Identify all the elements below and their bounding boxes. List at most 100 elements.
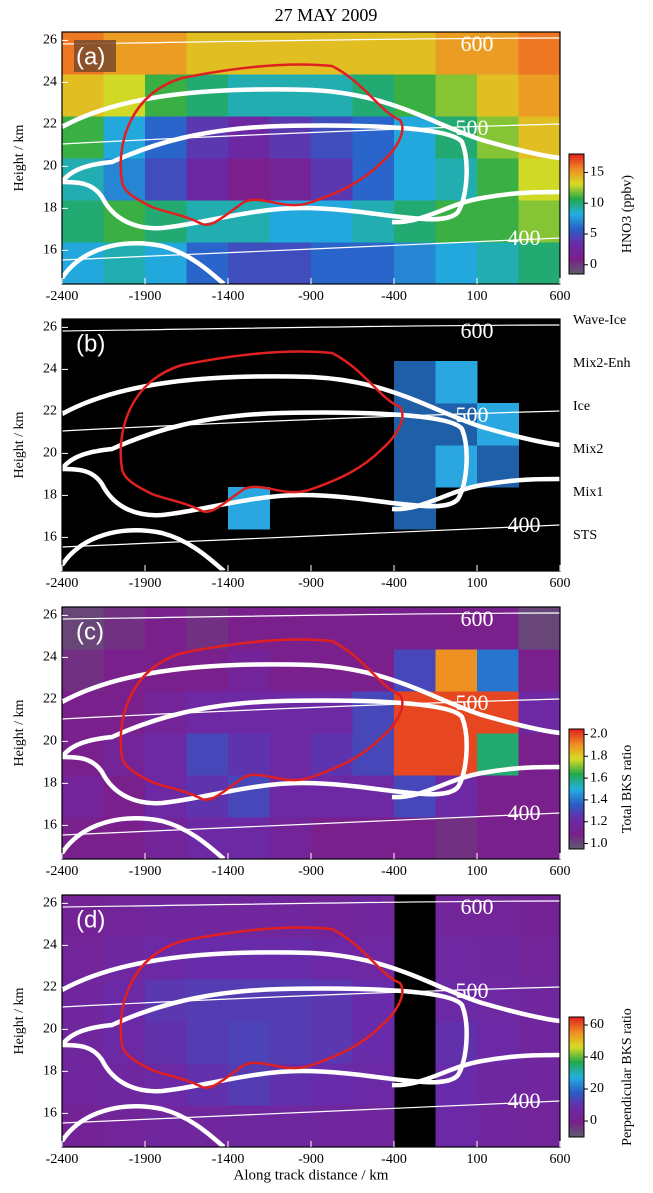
y-tick-label: 16	[43, 818, 57, 833]
contour-label: 600	[461, 606, 494, 631]
colorbar-step	[569, 198, 584, 201]
colorbar-step	[569, 731, 584, 734]
colorbar-frame	[568, 153, 585, 275]
colorbar-step	[569, 216, 584, 219]
x-tick-label: 100	[467, 864, 488, 879]
colorbar-step	[569, 839, 584, 842]
colorbar-step	[569, 254, 584, 257]
cell	[103, 937, 146, 980]
cell	[518, 1105, 560, 1147]
colorbar-step	[569, 1031, 584, 1034]
x-tick-label: -1400	[212, 1152, 245, 1167]
contour	[62, 123, 469, 231]
colorbar-step	[569, 785, 584, 788]
colorbar-step	[569, 160, 584, 163]
cell	[352, 691, 395, 734]
colorbar-step	[569, 268, 584, 271]
cell	[477, 937, 519, 980]
colorbar-step	[569, 1115, 584, 1118]
cell	[394, 733, 436, 776]
contour	[62, 1104, 226, 1147]
colorbar-step	[569, 1051, 584, 1054]
colorbar-step	[569, 751, 584, 754]
cell	[269, 32, 312, 75]
colorbar-step	[569, 743, 584, 746]
colorbar-tick-label: 60	[590, 1017, 604, 1032]
colorbar-step	[569, 797, 584, 800]
y-tick-label: 26	[43, 33, 57, 48]
cell	[435, 242, 478, 284]
y-tick-label: 20	[43, 734, 57, 749]
cell	[228, 649, 270, 692]
x-axis-label: Along track distance / km	[234, 1167, 389, 1183]
colorbar-step	[569, 803, 584, 806]
contour	[391, 764, 560, 800]
colorbar-step	[569, 1125, 584, 1128]
cell	[103, 242, 146, 284]
colorbar-step	[569, 222, 584, 225]
colorbar-step	[569, 178, 584, 181]
colorbar-step	[569, 815, 584, 818]
colorbar-step	[569, 801, 584, 804]
colorbar-step	[569, 813, 584, 816]
cell	[518, 32, 560, 75]
cell	[352, 1105, 395, 1147]
colorbar-step	[569, 1063, 584, 1066]
colorbar-step	[569, 1069, 584, 1072]
colorbar-step	[569, 1107, 584, 1110]
colorbar-step	[569, 1055, 584, 1058]
vortex-edge	[119, 63, 404, 227]
y-tick-label: 26	[43, 320, 57, 335]
isentrope	[62, 410, 560, 432]
cell	[103, 733, 146, 776]
cell	[186, 32, 229, 75]
colorbar-step	[569, 757, 584, 760]
cell	[62, 895, 104, 938]
colorbar-tick-label: 5	[590, 226, 597, 241]
legend-entry: Ice	[573, 399, 590, 414]
isentrope	[62, 324, 560, 332]
cell	[228, 242, 270, 284]
colorbar-step	[569, 240, 584, 243]
cell	[352, 607, 395, 650]
panel-label: (d)	[76, 906, 105, 933]
cell	[518, 200, 560, 243]
colorbar-step	[569, 164, 584, 167]
contour-label: 600	[461, 318, 494, 343]
y-axis-label: Height / km	[12, 124, 27, 191]
cell	[518, 937, 560, 980]
colorbar-step	[569, 156, 584, 159]
cell	[269, 649, 312, 692]
cell	[435, 74, 478, 117]
colorbar-step	[569, 833, 584, 836]
contour-label: 400	[508, 1088, 541, 1113]
colorbar-step	[569, 220, 584, 223]
colorbar-step	[569, 1035, 584, 1038]
colorbar-step	[569, 1027, 584, 1030]
cell	[186, 649, 229, 692]
colorbar-step	[569, 1113, 584, 1116]
colorbar-step	[569, 266, 584, 269]
colorbar-step	[569, 779, 584, 782]
y-tick-label: 20	[43, 1022, 57, 1037]
contour	[62, 241, 226, 284]
colorbar-step	[569, 1021, 584, 1024]
colorbar-step	[569, 1029, 584, 1032]
cell	[394, 242, 436, 284]
colorbar-step	[569, 208, 584, 211]
cell	[228, 1063, 270, 1106]
isentrope	[62, 237, 560, 261]
cell	[269, 733, 312, 776]
cell	[186, 1105, 229, 1147]
x-tick-label: 100	[467, 1152, 488, 1167]
colorbar-step	[569, 759, 584, 762]
colorbar-step	[569, 1095, 584, 1098]
cell	[145, 32, 187, 75]
colorbar-step	[569, 769, 584, 772]
cell	[477, 817, 519, 859]
colorbar-step	[569, 1093, 584, 1096]
cell	[228, 979, 270, 1022]
colorbar-step	[569, 200, 584, 203]
colorbar-step	[569, 793, 584, 796]
